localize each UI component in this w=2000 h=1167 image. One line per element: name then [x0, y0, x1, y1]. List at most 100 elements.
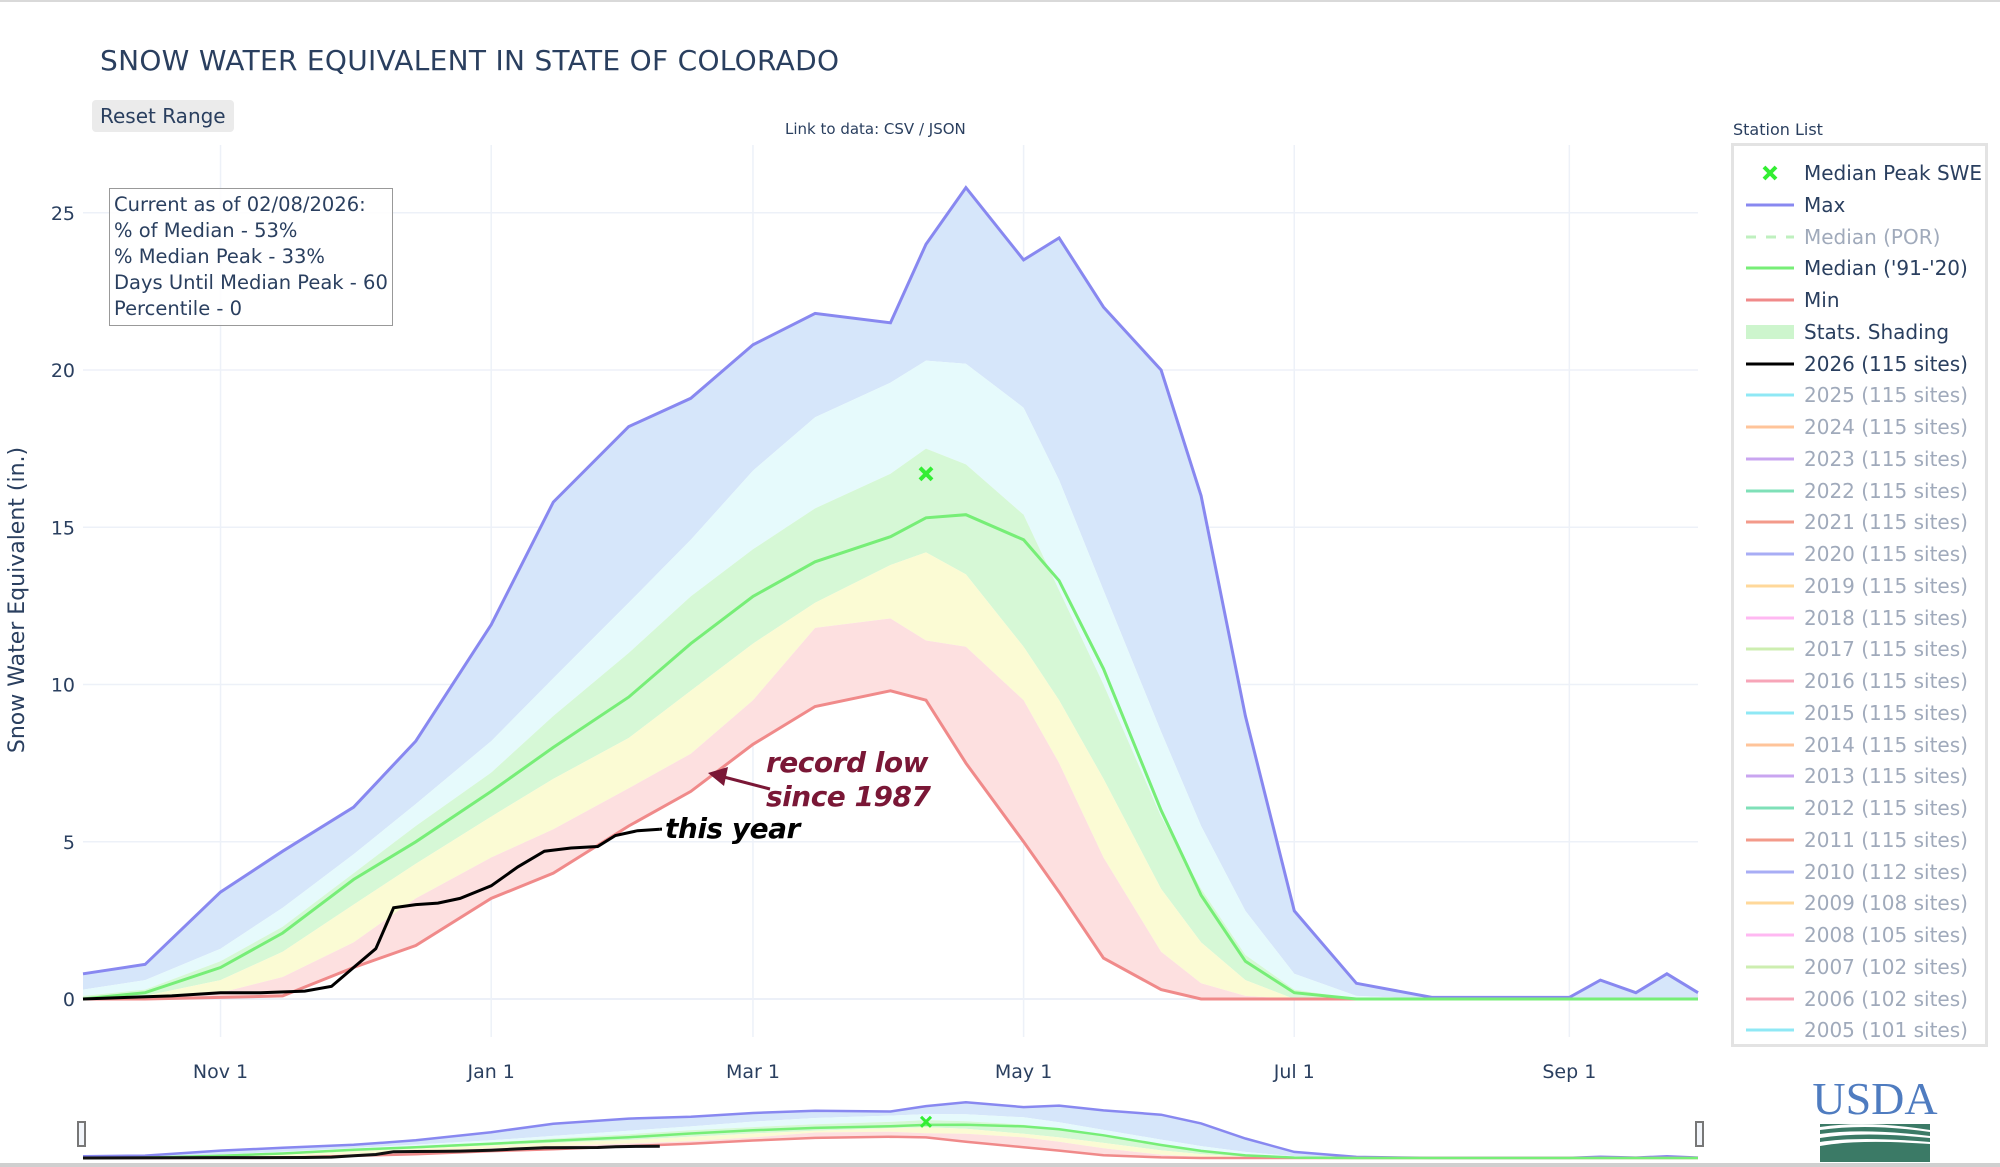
y-tick-label: 0 — [63, 989, 75, 1011]
band-p90-p70 — [83, 360, 1698, 1000]
legend-item[interactable]: Median (POR) — [1734, 222, 1984, 252]
legend-item[interactable]: 2011 (115 sites) — [1734, 825, 1984, 855]
dashed-line-icon — [1744, 222, 1796, 252]
y-tick-label: 20 — [51, 360, 75, 382]
legend-item[interactable]: 2024 (115 sites) — [1734, 412, 1984, 442]
json-link[interactable]: JSON — [928, 120, 966, 138]
legend-label: Median Peak SWE — [1804, 161, 1983, 185]
max-line — [82, 185, 1699, 999]
legend-label: 2012 (115 sites) — [1804, 796, 1968, 820]
line-swatch-icon — [1744, 984, 1796, 1014]
bottom-border — [0, 1163, 2000, 1167]
record-low-line2: since 1987 — [766, 780, 931, 813]
line-swatch-icon — [1744, 1015, 1796, 1045]
legend-item[interactable]: Median Peak SWE — [1734, 158, 1984, 188]
current-stats-box: Current as of 02/08/2026: % of Median - … — [109, 188, 393, 326]
legend-item[interactable]: 2022 (115 sites) — [1734, 476, 1984, 506]
slider-band — [83, 1102, 1698, 1158]
page-title: SNOW WATER EQUIVALENT IN STATE OF COLORA… — [100, 44, 840, 77]
csv-link[interactable]: CSV — [883, 120, 915, 138]
legend-label: 2009 (108 sites) — [1804, 891, 1968, 916]
usda-logo: USDA — [1808, 1072, 1943, 1162]
usda-logo-text: USDA — [1812, 1073, 1937, 1124]
range-slider[interactable] — [77, 1100, 1704, 1160]
x-tick-label: May 1 — [995, 1061, 1052, 1083]
info-days-until-peak: Days Until Median Peak - 60 — [114, 271, 388, 294]
line-swatch-icon — [1744, 825, 1796, 855]
y-tick-label: 15 — [51, 517, 75, 539]
slider-median-line — [82, 1123, 1698, 1160]
legend-label: 2013 (115 sites) — [1804, 764, 1968, 789]
slider-band — [83, 1114, 1698, 1158]
legend-item[interactable]: 2018 (115 sites) — [1734, 603, 1984, 633]
legend-label: 2008 (105 sites) — [1804, 923, 1968, 947]
legend-label: Median (POR) — [1804, 224, 1941, 249]
line-swatch-icon — [1744, 507, 1796, 537]
legend-item[interactable]: Median ('91-'20) — [1734, 253, 1984, 283]
reset-range-button[interactable]: Reset Range — [92, 100, 234, 132]
legend-item[interactable]: 2016 (115 sites) — [1734, 666, 1984, 696]
x-tick-label: Mar 1 — [726, 1061, 780, 1083]
legend-item[interactable]: 2025 (115 sites) — [1734, 380, 1984, 410]
line-swatch-icon — [1744, 666, 1796, 696]
legend-label: 2016 (115 sites) — [1804, 669, 1968, 693]
legend-label: Median ('91-'20) — [1804, 256, 1968, 281]
x-tick-label: Jan 1 — [466, 1061, 514, 1083]
line-swatch-icon — [1744, 888, 1796, 918]
line-swatch-icon — [1744, 539, 1796, 569]
legend-item[interactable]: Max — [1734, 190, 1984, 220]
info-pct-median: % of Median - 53% — [114, 219, 298, 242]
legend-item[interactable]: Stats. Shading — [1734, 317, 1984, 347]
info-date: Current as of 02/08/2026: — [114, 193, 366, 216]
legend-label: 2017 (115 sites) — [1804, 637, 1968, 662]
legend-item[interactable]: 2021 (115 sites) — [1734, 507, 1984, 537]
legend-item[interactable]: 2020 (115 sites) — [1734, 539, 1984, 569]
station-list-legend: Median Peak SWE Max Median (POR) Median ('9… — [1731, 143, 1988, 1047]
legend-item[interactable]: 2019 (115 sites) — [1734, 571, 1984, 601]
range-slider-right-handle[interactable] — [1695, 1121, 1704, 1147]
legend-item[interactable]: 2023 (115 sites) — [1734, 444, 1984, 474]
legend-item[interactable]: 2005 (101 sites) — [1734, 1015, 1984, 1045]
usda-logo-graphic: USDA — [1812, 1073, 1938, 1162]
slider-peak-marker — [919, 1115, 933, 1128]
legend-label: 2021 (115 sites) — [1804, 510, 1968, 535]
legend-item[interactable]: 2013 (115 sites) — [1734, 761, 1984, 791]
data-links: Link to data: CSV / JSON — [785, 120, 966, 138]
legend-item[interactable]: 2009 (108 sites) — [1734, 888, 1984, 918]
legend-item[interactable]: 2010 (112 sites) — [1734, 857, 1984, 887]
legend-item[interactable]: 2007 (102 sites) — [1734, 952, 1984, 982]
line-swatch-icon — [1744, 952, 1796, 982]
line-swatch-icon — [1744, 793, 1796, 823]
legend-item[interactable]: Min — [1734, 285, 1984, 315]
line-swatch-icon — [1744, 380, 1796, 410]
range-slider-left-handle[interactable] — [77, 1121, 86, 1147]
legend-item[interactable]: 2014 (115 sites) — [1734, 730, 1984, 760]
record-low-line1: record low — [766, 746, 928, 779]
data-link-prefix: Link to data: — [785, 120, 884, 138]
band-p70-p30 — [83, 448, 1698, 1000]
line-swatch-icon — [1744, 857, 1796, 887]
legend-item[interactable]: 2017 (115 sites) — [1734, 634, 1984, 664]
legend-title: Station List — [1733, 120, 1823, 139]
legend-item[interactable]: 2006 (102 sites) — [1734, 984, 1984, 1014]
line-swatch-icon — [1744, 920, 1796, 950]
legend-label: Max — [1804, 192, 1846, 217]
legend-item[interactable]: 2008 (105 sites) — [1734, 920, 1984, 950]
legend-item[interactable]: 2015 (115 sites) — [1734, 698, 1984, 728]
legend-label: Min — [1804, 288, 1840, 312]
line-swatch-icon — [1744, 349, 1796, 379]
y-tick-label: 5 — [63, 832, 75, 854]
y-tick-label: 25 — [51, 203, 75, 225]
median-line — [82, 513, 1698, 1001]
legend-item[interactable]: 2026 (115 sites) — [1734, 349, 1984, 379]
legend-label: 2026 (115 sites) — [1804, 351, 1968, 376]
record-low-annotation: record low since 1987 — [766, 746, 931, 814]
y-tick-label: 10 — [51, 675, 75, 697]
legend-item[interactable]: 2012 (115 sites) — [1734, 793, 1984, 823]
line-swatch-icon — [1744, 634, 1796, 664]
legend-label: 2010 (112 sites) — [1804, 859, 1968, 884]
this-year-annotation: this year — [665, 812, 800, 845]
legend-label: 2023 (115 sites) — [1804, 446, 1968, 471]
top-border — [0, 0, 2000, 2]
